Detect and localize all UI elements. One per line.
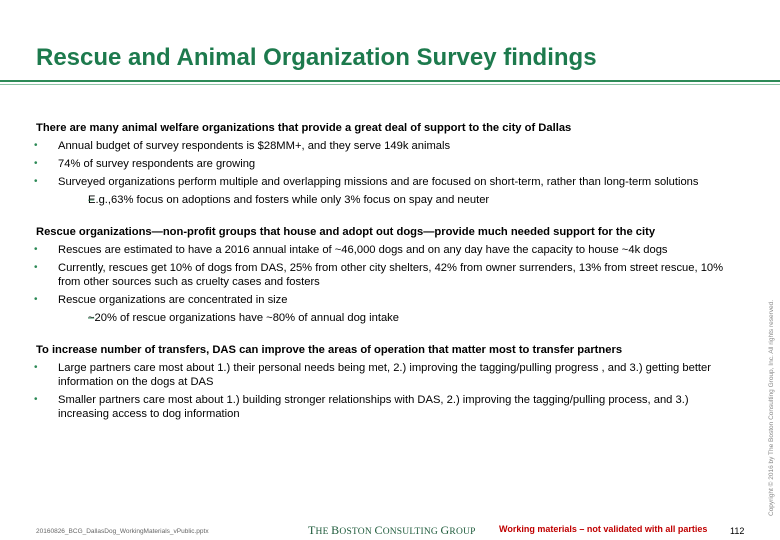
bullet-text: Smaller partners care most about 1.) bui…: [58, 394, 689, 420]
section-rescue-organizations: Rescue organizations—non-profit groups t…: [34, 225, 736, 325]
bullet-list: Annual budget of survey respondents is $…: [34, 139, 736, 207]
bullet-item: Surveyed organizations perform multiple …: [34, 175, 736, 207]
title-rule: [0, 80, 780, 82]
footer-filename: 20160826_BCG_DallasDog_WorkingMaterials_…: [36, 528, 209, 535]
slide-body: There are many animal welfare organizati…: [34, 121, 736, 439]
bullet-text: Rescues are estimated to have a 2016 ann…: [58, 244, 668, 256]
bullet-list: Large partners care most about 1.) their…: [34, 361, 736, 421]
bullet-text: 74% of survey respondents are growing: [58, 158, 256, 170]
section-heading: There are many animal welfare organizati…: [36, 122, 572, 134]
logo-letter: G: [440, 523, 450, 537]
bullet-item: Smaller partners care most about 1.) bui…: [34, 393, 736, 421]
sub-bullet-text: E.g.,63% focus on adoptions and fosters …: [88, 194, 490, 206]
bullet-text: Large partners care most about 1.) their…: [58, 362, 711, 388]
sub-bullet-list: – E.g.,63% focus on adoptions and fosters…: [58, 193, 736, 207]
logo-smallcaps: ROUP: [449, 527, 476, 537]
section-transfers: To increase number of transfers, DAS can…: [34, 343, 736, 421]
page-number: 112: [730, 526, 745, 536]
bullet-text: Surveyed organizations perform multiple …: [58, 176, 699, 188]
section-heading: Rescue organizations—non-profit groups t…: [36, 226, 656, 238]
logo-smallcaps: OSTON: [339, 527, 375, 537]
logo-letter: C: [374, 523, 383, 537]
sub-bullet-item: – ~20% of rescue organizations have ~80% …: [58, 311, 736, 325]
dash-marker: –: [88, 312, 95, 324]
logo-letter: T: [308, 523, 316, 537]
bullet-text: Annual budget of survey respondents is $…: [58, 140, 451, 152]
bullet-item: Large partners care most about 1.) their…: [34, 361, 736, 389]
bullet-item: Rescues are estimated to have a 2016 ann…: [34, 243, 736, 257]
title-rule-secondary: [0, 84, 780, 85]
section-dallas-support: There are many animal welfare organizati…: [34, 121, 736, 207]
sub-bullet-item: – E.g.,63% focus on adoptions and fosters…: [58, 193, 736, 207]
section-heading: To increase number of transfers, DAS can…: [36, 344, 623, 356]
copyright-notice: Copyright © 2016 by The Boston Consultin…: [768, 299, 775, 516]
slide-title: Rescue and Animal Organization Survey fi…: [36, 44, 597, 71]
bullet-text: Rescue organizations are concentrated in…: [58, 294, 288, 306]
bullet-list: Rescues are estimated to have a 2016 ann…: [34, 243, 736, 325]
bullet-item: Rescue organizations are concentrated in…: [34, 293, 736, 325]
logo-smallcaps: ONSULTING: [382, 527, 441, 537]
logo-smallcaps: HE: [315, 527, 332, 537]
logo-letter: B: [331, 523, 340, 537]
bcg-logo: THE BOSTON CONSULTING GROUP: [308, 523, 476, 538]
bullet-item: Currently, rescues get 10% of dogs from …: [34, 261, 736, 289]
sub-bullet-list: – ~20% of rescue organizations have ~80% …: [58, 311, 736, 325]
bullet-item: 74% of survey respondents are growing: [34, 157, 736, 171]
sub-bullet-text: ~20% of rescue organizations have ~80% o…: [88, 312, 399, 324]
bullet-text: Currently, rescues get 10% of dogs from …: [58, 262, 724, 288]
dash-marker: –: [88, 194, 95, 206]
bullet-item: Annual budget of survey respondents is $…: [34, 139, 736, 153]
working-materials-note: Working materials – not validated with a…: [499, 524, 708, 534]
